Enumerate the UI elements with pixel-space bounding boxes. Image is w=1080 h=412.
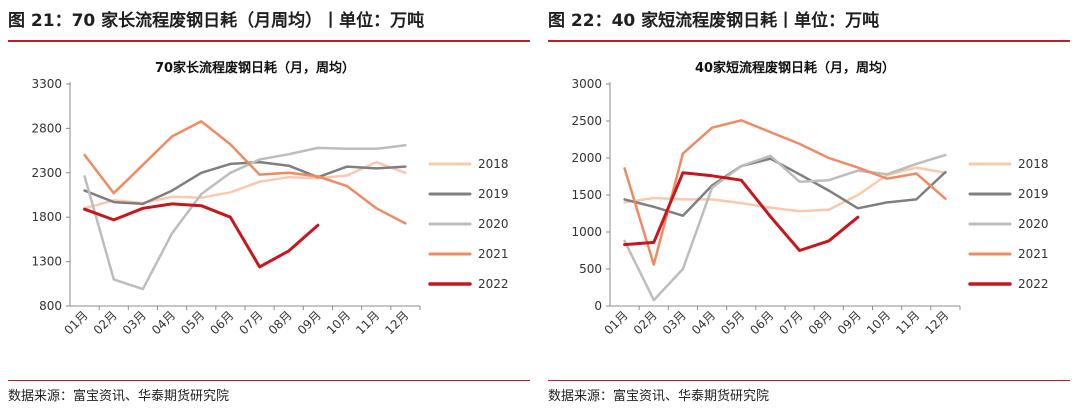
y-tick-label: 1800 <box>31 210 62 224</box>
y-tick-label: 1000 <box>571 225 602 239</box>
figure-title: 图 21：70 家长流程废钢日耗（月周均）丨单位：万吨 <box>8 11 425 31</box>
y-tick-label: 800 <box>39 299 62 313</box>
figure-title: 图 22：40 家短流程废钢日耗丨单位：万吨 <box>548 11 880 31</box>
x-tick-label: 05月 <box>718 308 747 337</box>
y-tick-label: 1300 <box>31 255 62 269</box>
chart-title: 40家短流程废钢日耗（月，周均） <box>695 60 895 76</box>
source-divider <box>548 380 1070 381</box>
x-tick-label: 08月 <box>266 308 295 337</box>
x-tick-label: 10月 <box>324 308 353 337</box>
short-process-scrap-chart: 40家短流程废钢日耗（月，周均） 0 500 1000 1500 2000 2500 3000… <box>571 60 1049 337</box>
data-source: 数据来源：富宝资讯、华泰期货研究院 <box>548 389 770 404</box>
x-tick-label: 02月 <box>631 308 660 337</box>
x-tick-label: 01月 <box>62 308 91 337</box>
chart-title: 70家长流程废钢日耗（月，周均） <box>155 60 355 76</box>
x-tick-label: 06月 <box>207 308 236 337</box>
x-tick-label: 12月 <box>922 308 951 337</box>
x-tick-label: 09月 <box>295 308 324 337</box>
series-line-2022 <box>623 171 860 252</box>
legend-label: 2019 <box>478 187 509 201</box>
series-line-2019 <box>623 157 947 217</box>
right-figure-panel: 图 22：40 家短流程废钢日耗丨单位：万吨 40家短流程废钢日耗（月，周均） 0… <box>548 0 1073 412</box>
x-tick-label: 05月 <box>178 308 207 337</box>
y-tick-label: 2000 <box>571 151 602 165</box>
series-line-2022 <box>83 202 320 269</box>
x-tick-label: 11月 <box>353 308 382 337</box>
x-tick-label: 01月 <box>602 308 631 337</box>
legend-label: 2021 <box>1018 247 1049 261</box>
legend-label: 2018 <box>478 157 509 171</box>
x-tick-label: 04月 <box>689 308 718 337</box>
x-tick-label: 04月 <box>149 308 178 337</box>
x-tick-label: 07月 <box>777 308 806 337</box>
title-divider <box>548 40 1070 42</box>
legend-label: 2022 <box>1018 277 1049 291</box>
legend-label: 2018 <box>1018 157 1049 171</box>
y-tick-label: 2500 <box>571 114 602 128</box>
series-line-2019 <box>83 160 407 206</box>
y-tick-label: 1500 <box>571 188 602 202</box>
y-tick-label: 3000 <box>571 77 602 91</box>
x-tick-label: 10月 <box>864 308 893 337</box>
y-tick-label: 2800 <box>31 121 62 135</box>
left-figure-panel: 图 21：70 家长流程废钢日耗（月周均）丨单位：万吨 70家长流程废钢日耗（月… <box>8 0 533 412</box>
x-tick-label: 11月 <box>893 308 922 337</box>
title-divider <box>8 40 530 42</box>
series-line-2020 <box>623 153 947 302</box>
legend-label: 2020 <box>478 217 509 231</box>
x-tick-label: 06月 <box>747 308 776 337</box>
data-source: 数据来源：富宝资讯、华泰期货研究院 <box>8 389 230 404</box>
legend-label: 2021 <box>478 247 509 261</box>
series-line-2021 <box>623 119 947 266</box>
x-tick-label: 08月 <box>806 308 835 337</box>
series-line-2020 <box>83 144 407 291</box>
x-tick-label: 12月 <box>382 308 411 337</box>
series-line-2018 <box>83 160 407 210</box>
y-tick-label: 0 <box>594 299 602 313</box>
x-tick-label: 03月 <box>120 308 149 337</box>
source-divider <box>8 380 530 381</box>
x-tick-label: 09月 <box>835 308 864 337</box>
y-tick-label: 3300 <box>31 77 62 91</box>
legend-label: 2019 <box>1018 187 1049 201</box>
y-tick-label: 500 <box>579 262 602 276</box>
long-process-scrap-chart: 70家长流程废钢日耗（月，周均） 800 1300 1800 2300 2800 3300 0… <box>31 60 509 337</box>
x-tick-label: 03月 <box>660 308 689 337</box>
x-tick-label: 02月 <box>91 308 120 337</box>
y-tick-label: 2300 <box>31 166 62 180</box>
series-line-2021 <box>83 120 407 225</box>
legend-label: 2020 <box>1018 217 1049 231</box>
x-tick-label: 07月 <box>237 308 266 337</box>
legend-label: 2022 <box>478 277 509 291</box>
